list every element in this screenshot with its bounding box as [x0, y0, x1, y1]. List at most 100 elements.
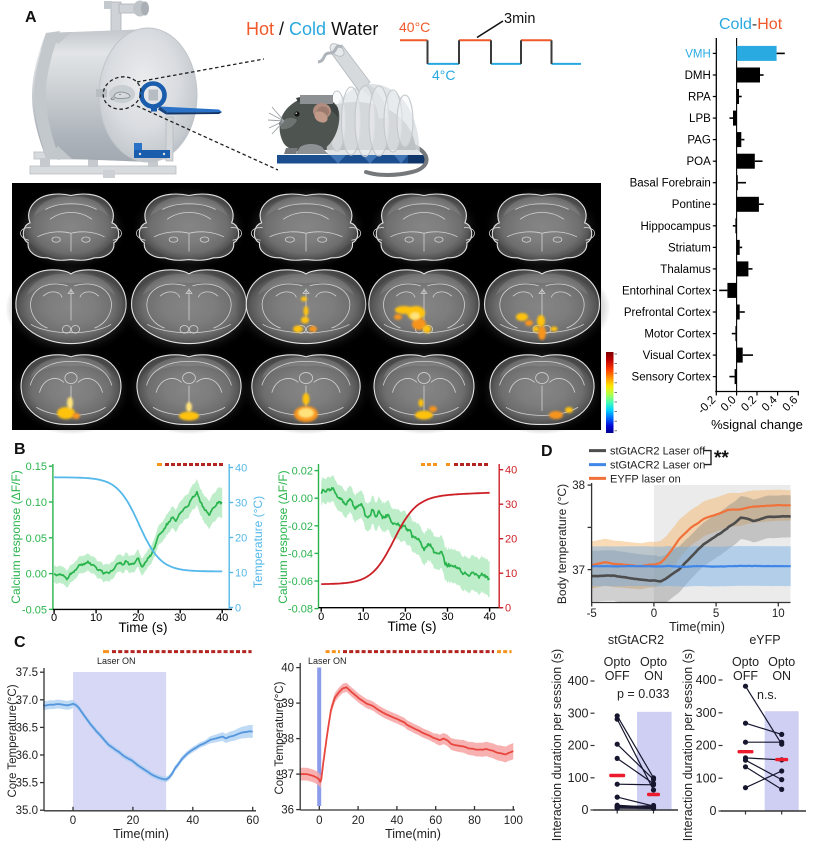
svg-text:30: 30	[174, 612, 186, 624]
svg-text:Pontine: Pontine	[672, 199, 711, 211]
svg-text:Interaction duration per sessi: Interaction duration per session (s)	[681, 649, 695, 841]
svg-text:30: 30	[235, 498, 247, 510]
svg-text:Calcium response (ΔF/F): Calcium response (ΔF/F)	[276, 470, 290, 603]
svg-text:Sensory Cortex: Sensory Cortex	[632, 372, 712, 384]
svg-text:Laser ON: Laser ON	[97, 656, 136, 666]
svg-text:-0.02: -0.02	[288, 521, 313, 533]
svg-text:100: 100	[568, 771, 589, 785]
svg-text:100: 100	[696, 772, 717, 786]
svg-text:35.0: 35.0	[16, 805, 38, 817]
svg-text:Prefrontal Cortex: Prefrontal Cortex	[624, 307, 711, 319]
svg-text:D: D	[541, 443, 553, 460]
svg-text:4°C: 4°C	[432, 67, 456, 83]
svg-text:Core Temperature(°C): Core Temperature(°C)	[274, 681, 286, 794]
svg-text:Opto: Opto	[732, 655, 759, 669]
svg-text:100: 100	[504, 815, 523, 827]
svg-text:ON: ON	[644, 669, 663, 683]
svg-text:Visual Cortex: Visual Cortex	[643, 350, 711, 362]
svg-text:Laser ON: Laser ON	[308, 656, 347, 666]
svg-text:0: 0	[651, 608, 657, 620]
svg-text:eYFP: eYFP	[749, 633, 780, 647]
svg-text:60: 60	[246, 815, 259, 827]
svg-text:VMH: VMH	[685, 48, 711, 60]
svg-text:10: 10	[505, 568, 517, 580]
svg-text:38: 38	[572, 480, 585, 492]
svg-text:POA: POA	[687, 156, 712, 168]
svg-text:36: 36	[281, 805, 294, 817]
svg-text:Cold-Hot: Cold-Hot	[719, 16, 783, 33]
svg-text:Body temperature (°C): Body temperature (°C)	[555, 484, 569, 604]
svg-text:20: 20	[505, 534, 517, 546]
svg-text:Time(min): Time(min)	[113, 827, 169, 841]
svg-text:400: 400	[568, 674, 589, 688]
svg-text:10: 10	[90, 612, 102, 624]
svg-text:400: 400	[696, 673, 717, 687]
svg-text:-0.05: -0.05	[22, 604, 47, 616]
svg-text:0.10: 0.10	[26, 497, 47, 509]
svg-text:0: 0	[316, 815, 322, 827]
svg-text:Temperature (°C): Temperature (°C)	[251, 496, 265, 588]
svg-text:Opto: Opto	[604, 655, 631, 669]
svg-text:5: 5	[713, 608, 719, 620]
svg-text:37: 37	[572, 565, 585, 577]
svg-text:300: 300	[568, 707, 589, 721]
svg-text:-0.08: -0.08	[288, 604, 313, 616]
svg-text:stGtACR2 Laser on: stGtACR2 Laser on	[610, 460, 705, 472]
svg-text:Time(min): Time(min)	[385, 827, 441, 841]
svg-text:RPA: RPA	[688, 92, 711, 104]
svg-text:Core Temperature(°C): Core Temperature(°C)	[7, 684, 19, 797]
svg-text:10: 10	[357, 611, 369, 623]
svg-text:200: 200	[696, 739, 717, 753]
svg-text:40: 40	[391, 815, 404, 827]
svg-text:0: 0	[505, 603, 511, 615]
svg-text:3min: 3min	[504, 11, 535, 27]
svg-text:40: 40	[235, 463, 247, 475]
svg-text:20: 20	[352, 815, 365, 827]
svg-text:-0.04: -0.04	[288, 548, 313, 560]
svg-text:80: 80	[468, 815, 481, 827]
svg-text:Time(min): Time(min)	[669, 620, 725, 634]
svg-text:30: 30	[441, 611, 453, 623]
svg-text:EYFP laser on: EYFP laser on	[610, 473, 681, 485]
svg-text:Hot / Cold Water: Hot / Cold Water	[246, 19, 378, 39]
svg-text:n.s.: n.s.	[757, 688, 777, 702]
svg-text:0: 0	[235, 603, 241, 615]
svg-text:ON: ON	[772, 669, 791, 683]
svg-text:A: A	[25, 9, 37, 26]
svg-text:%signal change: %signal change	[711, 417, 803, 432]
svg-text:200: 200	[568, 739, 589, 753]
svg-text:0: 0	[318, 611, 324, 623]
svg-text:0: 0	[710, 804, 717, 818]
svg-text:300: 300	[696, 706, 717, 720]
svg-text:40°C: 40°C	[399, 19, 430, 35]
svg-text:stGtACR2: stGtACR2	[608, 633, 664, 647]
svg-text:**: **	[714, 448, 729, 469]
svg-text:40: 40	[216, 612, 228, 624]
svg-text:stGtACR2 Laser off: stGtACR2 Laser off	[610, 446, 706, 458]
svg-text:0.05: 0.05	[26, 533, 47, 545]
svg-text:20: 20	[235, 533, 247, 545]
svg-text:Hippocampus: Hippocampus	[640, 221, 711, 233]
svg-text:37.5: 37.5	[16, 667, 38, 679]
svg-text:Interaction duration per sessi: Interaction duration per session (s)	[550, 649, 564, 841]
svg-text:-5: -5	[587, 608, 597, 620]
svg-text:0.02: 0.02	[292, 466, 313, 478]
svg-text:PAG: PAG	[687, 135, 710, 147]
svg-text:-0.06: -0.06	[288, 576, 313, 588]
svg-text:40: 40	[186, 815, 199, 827]
svg-text:Time (s): Time (s)	[119, 620, 168, 635]
svg-text:40: 40	[281, 663, 294, 675]
svg-text:40: 40	[483, 611, 495, 623]
svg-text:60: 60	[429, 815, 442, 827]
svg-text:OFF: OFF	[605, 669, 630, 683]
svg-text:Entorhinal Cortex: Entorhinal Cortex	[622, 285, 711, 297]
svg-text:Thalamus: Thalamus	[660, 264, 711, 276]
svg-text:LPB: LPB	[689, 113, 711, 125]
svg-text:Striatum: Striatum	[668, 242, 711, 254]
svg-text:Motor Cortex: Motor Cortex	[644, 329, 711, 341]
svg-text:20: 20	[127, 815, 140, 827]
svg-text:Time (s): Time (s)	[388, 619, 437, 634]
svg-text:Basal Forebrain: Basal Forebrain	[630, 178, 711, 190]
svg-text:p = 0.033: p = 0.033	[617, 687, 670, 701]
svg-text:OFF: OFF	[733, 669, 758, 683]
